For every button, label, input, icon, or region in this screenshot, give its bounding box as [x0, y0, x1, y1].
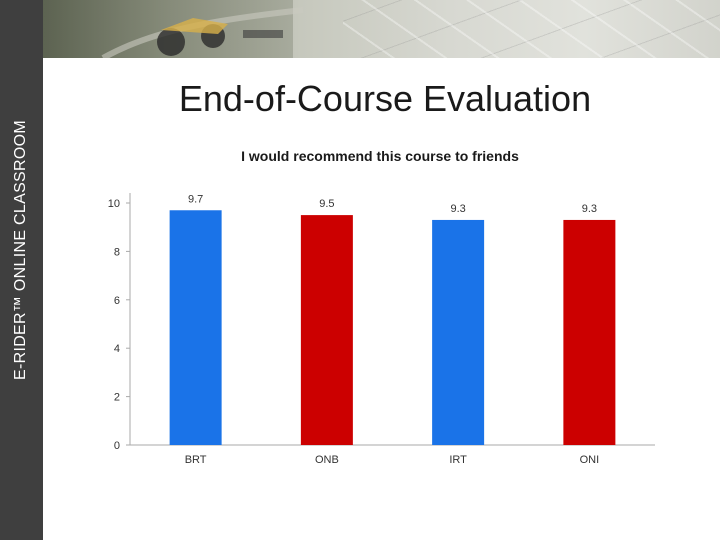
bar-brt: [169, 210, 222, 445]
x-tick-label: ONB: [315, 454, 339, 466]
bar-oni: [563, 219, 616, 445]
data-label: 9.3: [582, 203, 597, 215]
data-label: 9.3: [450, 203, 465, 215]
bar-onb: [300, 215, 353, 445]
x-tick-label: IRT: [449, 454, 467, 466]
bar-irt: [432, 219, 485, 445]
slide-title: End-of-Course Evaluation: [178, 78, 592, 119]
header-banner-image: [43, 0, 720, 58]
y-tick-label: 4: [114, 343, 120, 355]
data-label: 9.5: [319, 198, 334, 210]
y-tick-label: 10: [108, 198, 120, 210]
data-label: 9.7: [188, 193, 203, 205]
map-texture: [343, 0, 720, 58]
y-tick-label: 8: [114, 246, 120, 258]
y-tick-label: 2: [114, 392, 120, 404]
y-tick-label: 6: [114, 295, 120, 307]
sidebar: E-RIDER™ ONLINE CLASSROOM: [0, 0, 43, 540]
x-tick-label: BRT: [185, 454, 207, 466]
x-tick-label: ONI: [580, 454, 600, 466]
chart-title: I would recommend this course to friends: [241, 148, 519, 164]
y-tick-label: 0: [114, 440, 120, 452]
motorcycle-banner-graphic: [43, 0, 304, 58]
